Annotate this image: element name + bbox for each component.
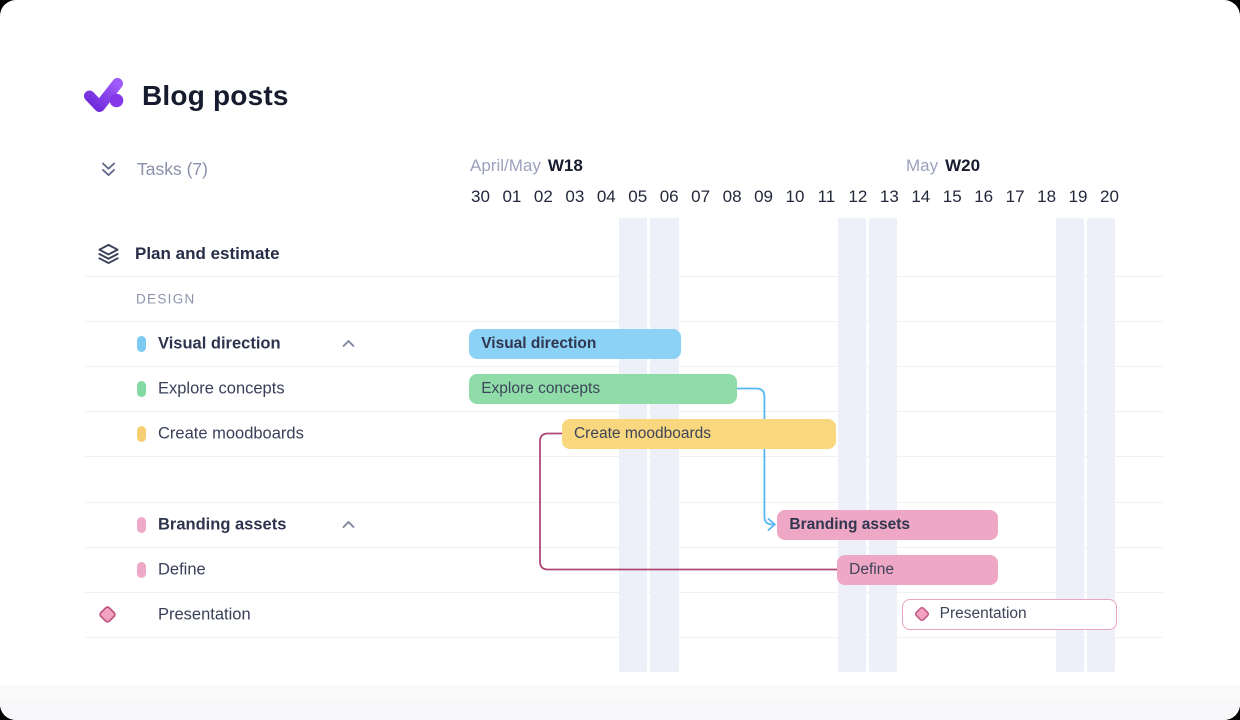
task-row-visual-direction[interactable]: Visual direction <box>158 334 281 352</box>
date-label: 04 <box>596 187 616 206</box>
gantt-bar-visual-direction[interactable]: Visual direction <box>469 328 682 359</box>
weekend-stripe <box>868 218 897 672</box>
row-divider <box>85 321 1163 322</box>
date-label: 13 <box>879 187 899 206</box>
collapse-chevron-icon[interactable] <box>340 335 357 352</box>
date-label: 14 <box>911 187 931 206</box>
section-label: DESIGN <box>136 291 196 306</box>
task-color-pill-icon <box>137 561 146 578</box>
page-title: Blog posts <box>142 80 289 111</box>
task-color-pill-icon <box>137 516 146 533</box>
date-label: 17 <box>1005 187 1025 206</box>
date-label: 05 <box>628 187 648 206</box>
layers-icon <box>97 242 120 265</box>
milestone-diamond-icon <box>913 605 931 623</box>
gantt-bar-create-moodboards[interactable]: Create moodboards <box>561 418 836 449</box>
row-divider <box>85 637 1163 638</box>
month-label: May <box>906 156 939 175</box>
app-logo-checkmark-icon <box>84 78 124 112</box>
date-label: 15 <box>942 187 962 206</box>
task-color-pill-icon <box>137 335 146 352</box>
row-divider <box>85 411 1163 412</box>
row-divider <box>85 366 1163 367</box>
gantt-bar-label: Branding assets <box>789 515 911 533</box>
weekend-stripe <box>837 218 866 672</box>
date-label: 30 <box>471 187 490 206</box>
date-label: 08 <box>722 187 742 206</box>
date-label: 09 <box>754 187 773 206</box>
footer-band-lower <box>0 700 1240 720</box>
week-header-w18: April/May W18 <box>470 156 583 176</box>
date-label: 16 <box>974 187 994 206</box>
task-row-presentation[interactable]: Presentation <box>158 605 251 623</box>
gantt-bar-label: Visual direction <box>481 334 597 352</box>
task-color-pill-icon <box>137 425 146 442</box>
date-label: 06 <box>659 187 679 206</box>
gantt-bar-presentation[interactable]: Presentation <box>901 598 1118 630</box>
task-row-define[interactable]: Define <box>158 560 206 578</box>
gantt-bar-explore-concepts[interactable]: Explore concepts <box>469 373 737 404</box>
group-row-label[interactable]: Plan and estimate <box>135 243 280 263</box>
date-label: 07 <box>691 187 711 206</box>
date-label: 11 <box>817 187 836 206</box>
weekend-stripe <box>1055 218 1085 672</box>
gantt-bar-label: Presentation <box>939 605 1027 622</box>
row-divider <box>85 276 1163 277</box>
week-header-w20: May W20 <box>906 156 980 176</box>
date-label: 03 <box>565 187 585 206</box>
gantt-bar-label: Create moodboards <box>573 424 711 442</box>
date-label: 02 <box>533 187 553 206</box>
date-label: 12 <box>848 187 868 206</box>
task-row-create-moodboards[interactable]: Create moodboards <box>158 424 304 442</box>
month-label: April/May <box>470 156 541 175</box>
date-label: 10 <box>785 187 805 206</box>
milestone-diamond-icon <box>97 604 118 625</box>
date-label: 19 <box>1068 187 1088 206</box>
task-row-explore-concepts[interactable]: Explore concepts <box>158 379 285 397</box>
tasks-summary[interactable]: Tasks (7) <box>137 159 208 179</box>
row-divider <box>85 547 1163 548</box>
tasks-collapse-double-chevron-icon[interactable] <box>99 160 118 179</box>
week-number: W18 <box>547 156 583 175</box>
gantt-bar-define[interactable]: Define <box>837 554 998 585</box>
row-divider <box>85 592 1163 593</box>
gantt-bar-label: Explore concepts <box>481 379 601 397</box>
collapse-chevron-icon[interactable] <box>340 516 357 533</box>
date-label: 01 <box>502 187 522 206</box>
gantt-bar-label: Define <box>849 560 894 578</box>
task-color-pill-icon <box>137 380 146 397</box>
date-label: 18 <box>1037 187 1057 206</box>
task-row-branding-assets[interactable]: Branding assets <box>158 515 287 533</box>
dependency-arrowhead <box>767 518 776 531</box>
gantt-bar-branding-assets[interactable]: Branding assets <box>777 509 998 540</box>
weekend-stripe <box>1087 218 1116 672</box>
week-number: W20 <box>945 156 981 175</box>
row-divider <box>85 502 1163 503</box>
date-label: 20 <box>1100 187 1119 206</box>
row-divider <box>85 456 1163 457</box>
